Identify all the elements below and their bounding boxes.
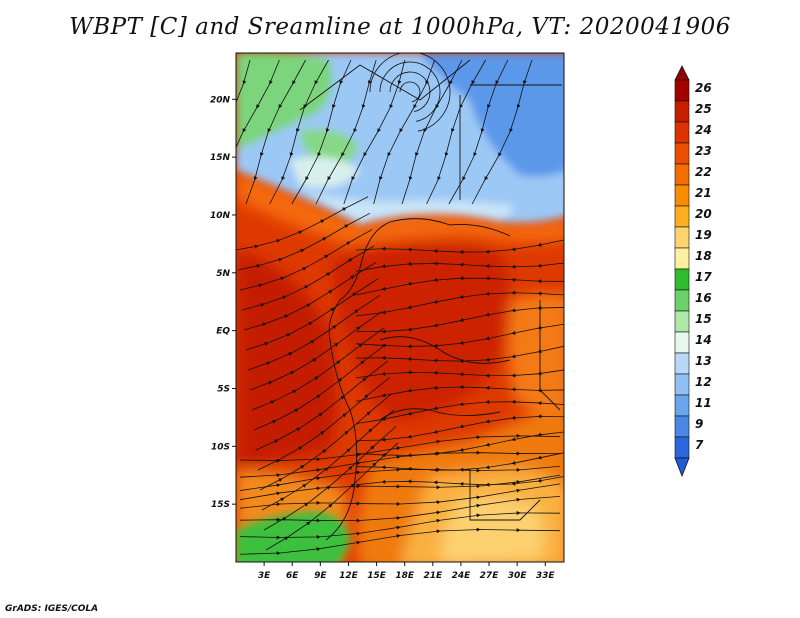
y-tick-label: 15S: [211, 500, 230, 510]
colorbar-label: 7: [695, 438, 704, 452]
map-panel: [236, 53, 564, 562]
colorbar-label: 14: [695, 333, 712, 347]
colorbar-label: 9: [695, 417, 703, 431]
x-tick-label: 24E: [452, 571, 472, 581]
y-tick-label: 5S: [217, 384, 230, 394]
x-tick-label: 18E: [395, 571, 415, 581]
streamline: [399, 81, 421, 103]
streamline: [355, 345, 564, 364]
colorbar-swatch: [674, 79, 690, 102]
colorbar-label: 16: [695, 291, 712, 305]
x-tick-label: 33E: [536, 571, 556, 581]
map-frame: [235, 52, 565, 563]
x-tick-label: 3E: [258, 571, 271, 581]
streamline: [355, 239, 564, 255]
colorbar-swatch: [674, 310, 690, 333]
colorbar-label: 18: [695, 249, 712, 263]
colorbar-swatch: [674, 205, 690, 228]
colorbar-swatch: [674, 289, 690, 312]
colorbar-label: 24: [695, 123, 712, 137]
y-axis: 20N 15N 10N 5N EQ 5S 10S 15S: [210, 95, 236, 510]
colorbar-swatch: [674, 394, 690, 417]
streamline: [355, 323, 564, 349]
colorbar: 26 25 24 23 22 21 20 19 18 17 16 15 14 13 12 11 9 7: [674, 65, 712, 478]
colorbar-swatch: [674, 121, 690, 144]
y-tick-label: 10S: [211, 442, 230, 452]
map-title: WBPT [C] and Sreamline at 1000hPa, VT: 2…: [69, 14, 731, 40]
country-borders: [299, 59, 562, 541]
colorbar-label: 23: [695, 144, 712, 158]
x-tick-label: 30E: [508, 571, 528, 581]
colorbar-swatch: [674, 184, 690, 207]
x-tick-label: 12E: [339, 571, 359, 581]
colorbar-label: 25: [695, 102, 712, 116]
streamline: [389, 71, 431, 112]
x-tick-label: 6E: [286, 571, 299, 581]
footer-credit: GrADS: IGES/COLA: [5, 604, 99, 614]
y-tick-label: 20N: [210, 95, 231, 105]
colorbar-label: 21: [695, 186, 712, 200]
colorbar-top-arrow: [674, 65, 690, 81]
colorbar-label: 12: [695, 375, 712, 389]
y-tick-label: 15N: [210, 153, 231, 163]
colorbar-label: 20: [695, 207, 712, 221]
colorbar-bottom-arrow: [674, 457, 690, 478]
x-tick-label: 15E: [367, 571, 387, 581]
y-tick-label: 5N: [216, 269, 230, 279]
colorbar-label: 17: [695, 270, 712, 284]
x-tick-label: 21E: [423, 571, 443, 581]
colorbar-label: 26: [695, 81, 712, 95]
colorbar-swatch: [674, 247, 690, 270]
colorbar-swatch: [674, 415, 690, 438]
colorbar-label: 19: [695, 228, 712, 242]
streamline: [355, 261, 564, 272]
y-tick-label: 10N: [210, 211, 231, 221]
colorbar-swatch: [674, 268, 690, 291]
streamline: [239, 527, 561, 556]
colorbar-swatch: [674, 163, 690, 186]
streamline: [471, 59, 533, 205]
colorbar-swatch: [674, 100, 690, 123]
colorbar-swatch: [674, 373, 690, 396]
colorbar-swatch: [674, 352, 690, 375]
southeast-cool-patch: [440, 497, 544, 562]
north-blue-light-band: [300, 190, 514, 222]
x-tick-label: 27E: [480, 571, 500, 581]
y-tick-label: EQ: [216, 327, 230, 337]
colorbar-swatch: [674, 142, 690, 165]
colorbar-label: 22: [695, 165, 712, 179]
streamline: [379, 61, 441, 122]
colorbar-swatch: [674, 436, 690, 459]
x-axis: 3E 6E 9E 12E 15E 18E 21E 24E 27E 30E 33E: [258, 562, 556, 581]
colorbar-label: 15: [695, 312, 712, 326]
streamline: [369, 53, 451, 132]
streamline: [355, 385, 564, 402]
colorbar-label: 13: [695, 354, 712, 368]
streamline: [355, 369, 564, 379]
x-tick-label: 9E: [314, 571, 327, 581]
colorbar-swatch: [674, 331, 690, 354]
streamlines: [236, 53, 564, 556]
east-highlands-region: [508, 293, 564, 414]
colorbar-swatch: [674, 226, 690, 249]
streamline: [355, 276, 564, 296]
colorbar-label: 11: [695, 396, 712, 410]
